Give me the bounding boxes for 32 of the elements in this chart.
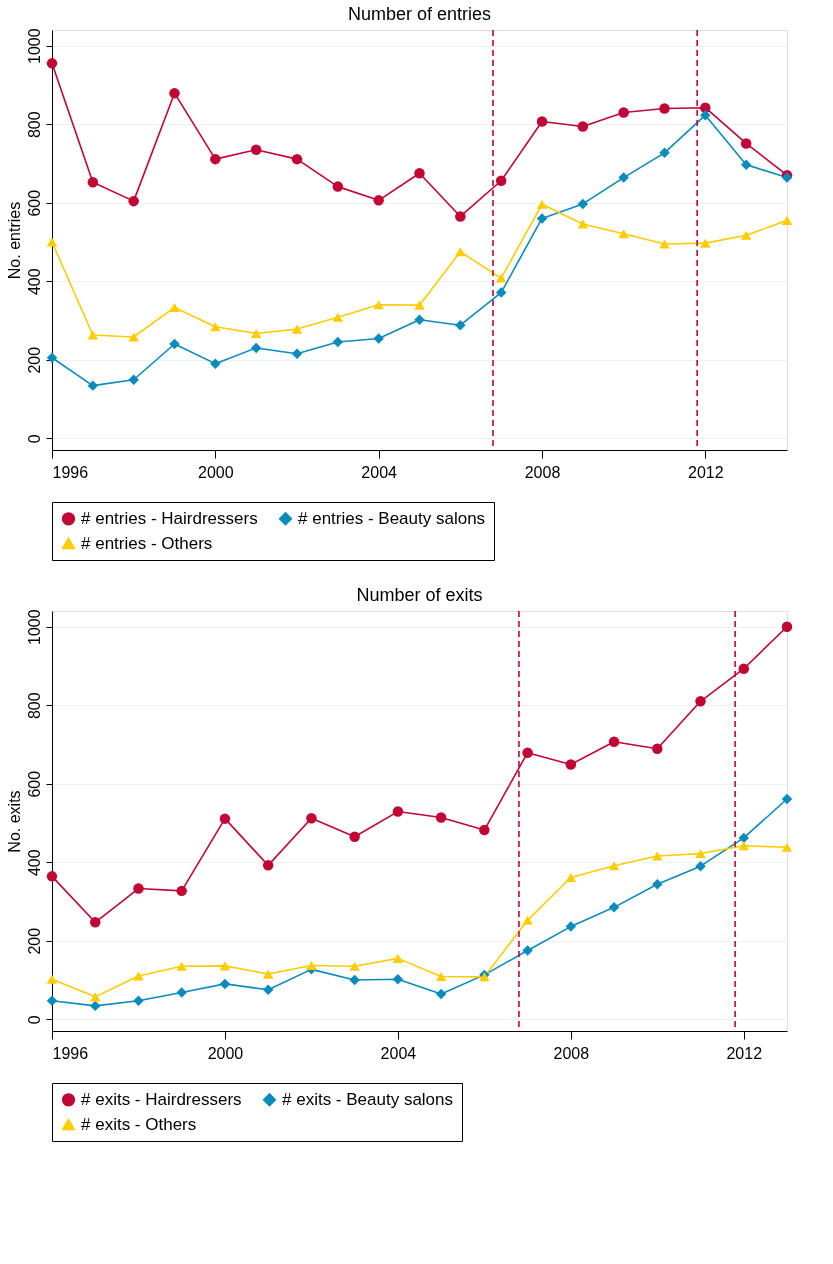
y-tick-label: 200: [25, 346, 43, 374]
y-tick-label: 0: [25, 1015, 43, 1025]
y-tick-label: 600: [25, 189, 43, 217]
legend-label: # exits - Hairdressers: [81, 1089, 242, 1109]
x-tick-label: 1996: [52, 1044, 89, 1062]
x-tick-label: 2012: [726, 1044, 763, 1062]
y-tick-label: 400: [25, 268, 43, 296]
y-tick-label: 600: [25, 770, 43, 798]
legend-label: # exits - Beauty salons: [282, 1089, 454, 1109]
x-tick-label: 2008: [553, 1044, 590, 1062]
y-tick-label: 800: [25, 111, 43, 139]
y-tick-label: 200: [25, 927, 43, 955]
x-tick-label: 2008: [524, 463, 561, 481]
x-tick-label: 2004: [380, 1044, 417, 1062]
x-tick-label: 2000: [207, 1044, 244, 1062]
y-tick-label: 800: [25, 692, 43, 720]
legend-label: # exits - Others: [81, 1114, 197, 1134]
x-tick-label: 2004: [361, 463, 398, 481]
y-axis-title: No. exits: [5, 790, 23, 853]
legend-label: # entries - Beauty salons: [298, 508, 486, 528]
x-tick-label: 1996: [52, 463, 89, 481]
chart-title: Number of entries: [347, 3, 492, 24]
legend-label: # entries - Others: [81, 533, 213, 553]
y-tick-label: 1000: [25, 28, 43, 64]
y-tick-label: 1000: [25, 609, 43, 645]
y-tick-label: 0: [25, 434, 43, 444]
y-axis-title: No. entries: [5, 201, 23, 280]
x-tick-label: 2000: [198, 463, 234, 481]
x-tick-label: 2012: [688, 463, 724, 481]
legend-label: # entries - Hairdressers: [81, 508, 258, 528]
y-tick-label: 400: [25, 849, 43, 877]
chart-title: Number of exits: [356, 584, 483, 605]
